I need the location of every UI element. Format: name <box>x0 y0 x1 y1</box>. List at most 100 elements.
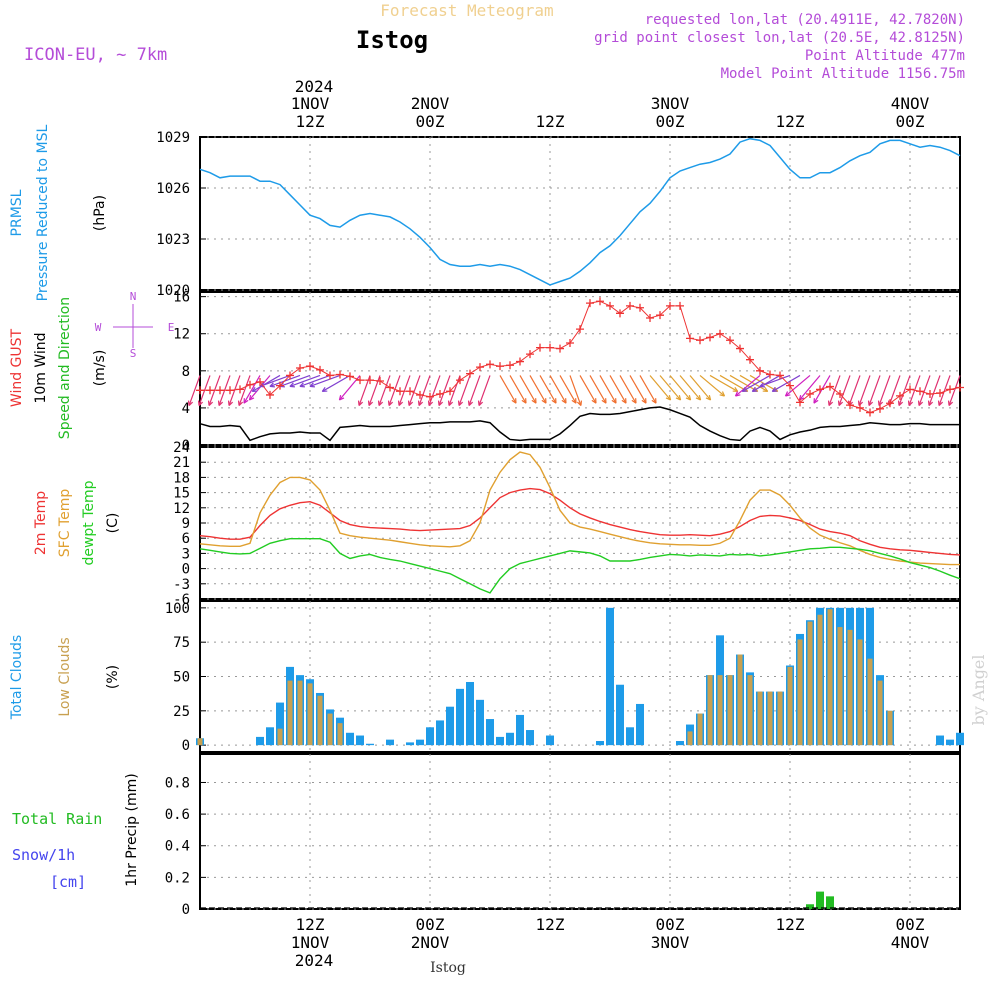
gust-marker <box>936 389 944 398</box>
wind-direction-arrow <box>784 374 811 397</box>
compass-icon: N S W E <box>95 290 175 360</box>
arrow-shaft <box>408 375 421 406</box>
total-cloud-bar <box>276 702 284 746</box>
pressure-line <box>199 137 961 286</box>
arrow-head <box>735 394 741 397</box>
ylabel-prmsl: PRMSL <box>9 189 25 236</box>
arrow-shaft <box>918 375 931 406</box>
arrow-head <box>467 400 470 406</box>
arrow-shaft <box>279 374 311 387</box>
gust-marker <box>416 390 424 399</box>
total-cloud-bar <box>626 727 634 746</box>
gust-marker <box>696 336 704 345</box>
rain-bar <box>806 904 814 909</box>
arrow-head <box>907 400 910 406</box>
top-hour-label: 00Z <box>896 112 925 131</box>
arrow-head <box>408 401 414 406</box>
wind-direction-arrow <box>741 374 771 393</box>
wind-direction-arrow <box>289 374 321 388</box>
station-name: Istog <box>356 26 428 54</box>
wind-direction-arrow <box>579 375 597 404</box>
gust-marker <box>796 398 804 407</box>
arrow-head <box>685 397 691 401</box>
gust-marker <box>776 371 784 380</box>
arrow-head <box>511 399 517 404</box>
low-cloud-bar <box>737 654 743 746</box>
arrow-head <box>601 399 607 404</box>
arrow-head <box>249 397 255 401</box>
total-cloud-bar <box>956 732 964 746</box>
gust-marker <box>466 369 474 378</box>
gust-marker <box>546 343 554 352</box>
gust-marker <box>536 343 544 352</box>
panel-frame <box>199 291 961 446</box>
bottom-date-label: 4NOV <box>891 933 930 952</box>
arrow-shaft <box>251 374 281 392</box>
gust-marker <box>256 377 264 386</box>
gust-marker <box>316 365 324 374</box>
gust-marker <box>566 339 574 347</box>
low-cloud-bar <box>767 691 773 746</box>
ylabel-wind: 10m Wind <box>33 332 49 403</box>
arrow-head <box>857 400 860 406</box>
arrow-shaft <box>659 375 682 401</box>
arrow-shaft <box>243 375 261 404</box>
header: Forecast Meteogram Istog ICON-EU, ~ 7km … <box>24 1 965 82</box>
arrow-head <box>868 401 874 406</box>
arrow-head <box>698 394 702 401</box>
gust-marker <box>586 299 594 308</box>
arrow-head <box>917 400 920 406</box>
panels: 1020 1023 1026 1029 PRMSL Pressure Reduced to… <box>9 124 964 918</box>
y-tick-label: 18 <box>173 470 190 486</box>
arrow-shaft <box>549 375 567 404</box>
y-tick-label: 0.2 <box>165 870 190 886</box>
gust-marker <box>806 390 814 398</box>
y-tick-label: 100 <box>165 601 190 617</box>
arrow-shaft <box>438 375 451 406</box>
wind-direction-arrow <box>709 374 739 393</box>
wind-direction-arrow <box>937 375 951 406</box>
total-cloud-bar <box>936 735 944 746</box>
y-tick-label: 12 <box>173 501 190 517</box>
arrow-head <box>898 401 904 406</box>
gust-marker <box>426 392 434 401</box>
wind-direction-arrow <box>599 375 617 404</box>
low-cloud-bar <box>337 723 343 746</box>
wind-speed-line <box>199 406 960 442</box>
arrow-shaft <box>539 375 557 404</box>
arrow-head <box>828 401 834 406</box>
bottom-hour-label: 00Z <box>896 915 925 934</box>
arrow-shaft <box>928 375 941 406</box>
bottom-hour-label: 00Z <box>656 915 685 934</box>
panel-clouds: 0 25 50 75 100 Total Clouds Low Clouds (%) <box>9 600 964 754</box>
arrow-head <box>928 401 934 406</box>
arrow-shaft <box>948 375 961 406</box>
total-cloud-bar <box>346 732 354 746</box>
arrow-head <box>708 394 712 401</box>
total-cloud-bar <box>506 732 514 746</box>
arrow-shaft <box>559 375 577 404</box>
low-cloud-bar <box>717 675 723 746</box>
top-hour-label: 00Z <box>416 112 445 131</box>
wind-direction-arrow <box>739 374 769 393</box>
gust-marker <box>906 385 914 394</box>
y-tick-label: 1026 <box>156 181 190 197</box>
arrow-head <box>947 400 950 406</box>
gust-marker <box>596 297 604 306</box>
arrow-shaft <box>938 375 951 406</box>
wind-direction-arrow <box>509 375 527 404</box>
arrow-head <box>759 385 765 388</box>
arrow-shaft <box>741 374 771 392</box>
gust-marker <box>226 386 234 395</box>
ylabel-2m-temp: 2m Temp <box>33 491 49 555</box>
gust-marker <box>356 376 364 385</box>
arrow-head <box>764 386 769 392</box>
wind-direction-arrow <box>689 375 712 401</box>
arrow-head <box>417 400 420 406</box>
arrow-head <box>279 385 285 388</box>
arrow-head <box>576 401 582 406</box>
arrow-shaft <box>669 375 692 401</box>
gust-marker <box>336 370 344 379</box>
arrow-head <box>251 386 256 392</box>
